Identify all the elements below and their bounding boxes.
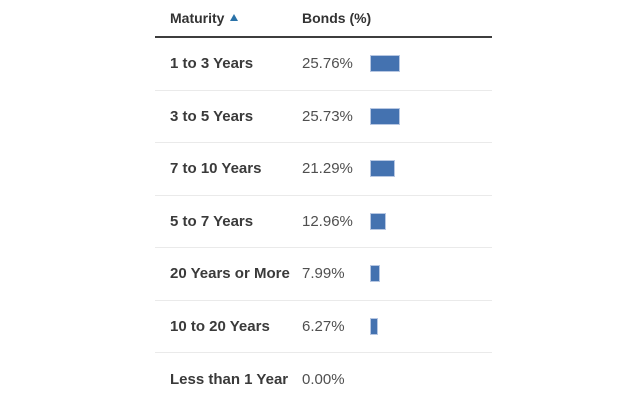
bonds-percent-value: 7.99% [302, 265, 345, 283]
bar-cell [370, 107, 492, 125]
percent-bar [370, 212, 386, 230]
maturity-label: 3 to 5 Years [170, 107, 254, 125]
table-row: 20 Years or More 7.99% [155, 248, 492, 301]
percent-bar [370, 55, 400, 73]
percent-bar [370, 107, 400, 125]
bonds-percent-value: 25.76% [302, 55, 353, 73]
table-row: Less than 1 Year 0.00% [155, 353, 492, 406]
bar-cell [370, 160, 492, 178]
bond-maturity-table: Maturity Bonds (%) 1 to 3 Years 25.76% 3… [155, 0, 492, 406]
bonds-percent-value: 25.73% [302, 107, 353, 125]
table-row: 1 to 3 Years 25.76% [155, 38, 492, 91]
bar-cell [370, 265, 492, 283]
percent-bar [370, 265, 380, 283]
maturity-label: 20 Years or More [170, 265, 290, 283]
bonds-percent-value: 12.96% [302, 212, 353, 230]
maturity-header-label: Maturity [170, 10, 225, 26]
percent-bar [370, 317, 378, 335]
maturity-label: 1 to 3 Years [170, 55, 254, 73]
bar-cell [370, 212, 492, 230]
bonds-percent-value: 0.00% [302, 370, 345, 388]
maturity-label: 7 to 10 Years [170, 160, 262, 178]
table-row: 10 to 20 Years 6.27% [155, 301, 492, 353]
percent-bar [370, 160, 395, 178]
table-row: 3 to 5 Years 25.73% [155, 91, 492, 143]
column-header-bonds[interactable]: Bonds (%) [302, 10, 492, 26]
table-row: 7 to 10 Years 21.29% [155, 143, 492, 196]
table-row: 5 to 7 Years 12.96% [155, 196, 492, 248]
bonds-percent-value: 6.27% [302, 317, 345, 335]
bonds-percent-value: 21.29% [302, 160, 353, 178]
bar-cell [370, 55, 492, 73]
column-header-maturity[interactable]: Maturity [170, 10, 302, 26]
bar-cell [370, 317, 492, 335]
table-header-row: Maturity Bonds (%) [155, 0, 492, 38]
bonds-header-label: Bonds (%) [302, 10, 372, 26]
maturity-label: Less than 1 Year [170, 370, 289, 388]
maturity-label: 10 to 20 Years [170, 317, 270, 335]
maturity-label: 5 to 7 Years [170, 212, 254, 230]
sort-ascending-triangle-icon[interactable] [230, 13, 239, 21]
table-body: 1 to 3 Years 25.76% 3 to 5 Years 25.73% … [155, 38, 492, 406]
